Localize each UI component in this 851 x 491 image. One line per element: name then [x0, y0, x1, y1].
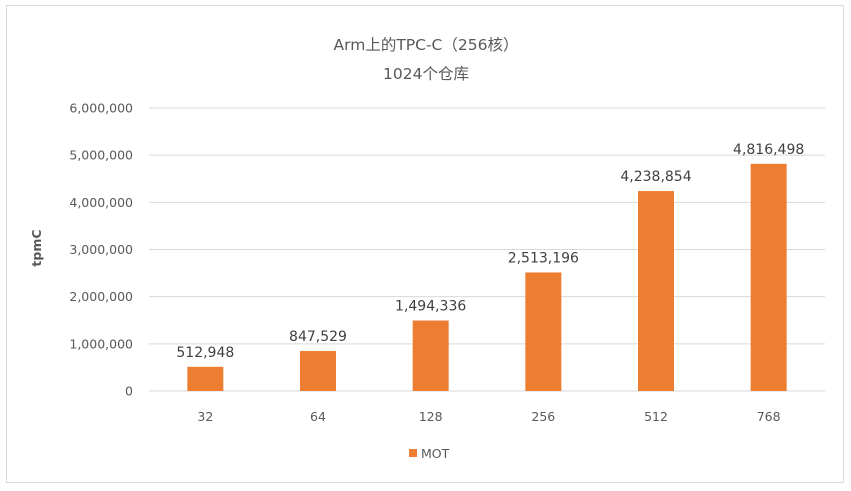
- bar-chart: 0 1,000,000 2,000,000 3,000,000 4,000,000 5,0…: [29, 36, 825, 461]
- data-label-32: 512,948: [176, 345, 234, 361]
- y-tick-label: 2,000,000: [69, 289, 133, 304]
- data-label-512: 4,238,854: [620, 169, 691, 185]
- data-label-128: 1,494,336: [395, 299, 466, 315]
- legend-swatch-mot: [409, 449, 417, 457]
- legend-label-mot: MOT: [421, 446, 450, 461]
- bar-32: [187, 366, 224, 391]
- legend: MOT: [409, 446, 450, 461]
- data-label-256: 2,513,196: [508, 250, 579, 266]
- x-tick-label-512: 512: [644, 409, 668, 424]
- gridlines: [149, 107, 825, 392]
- y-tick-label: 0: [125, 384, 133, 399]
- y-tick-label: 5,000,000: [69, 148, 133, 163]
- y-tick-label: 3,000,000: [69, 242, 133, 257]
- chart-frame: 0 1,000,000 2,000,000 3,000,000 4,000,000 5,0…: [6, 5, 844, 483]
- bar-768: [750, 163, 787, 391]
- bar-128: [412, 320, 449, 391]
- y-axis-ticks: 0 1,000,000 2,000,000 3,000,000 4,000,000 5,0…: [69, 101, 133, 399]
- bar-64: [300, 351, 336, 391]
- data-label-64: 847,529: [289, 329, 347, 345]
- x-tick-label-768: 768: [757, 409, 781, 424]
- x-tick-label-256: 256: [531, 409, 555, 424]
- bar-512: [638, 191, 674, 391]
- bar-256: [525, 272, 562, 391]
- y-axis-title: tpmC: [29, 229, 44, 266]
- bars: [187, 163, 787, 391]
- data-label-768: 4,816,498: [733, 142, 804, 158]
- chart-subtitle: 1024个仓库: [383, 65, 469, 83]
- y-tick-label: 4,000,000: [69, 195, 133, 210]
- chart-title: Arm上的TPC-C（256核）: [334, 36, 519, 54]
- y-tick-label: 6,000,000: [69, 101, 133, 116]
- y-tick-label: 1,000,000: [69, 336, 133, 351]
- x-tick-label-128: 128: [419, 409, 443, 424]
- x-tick-label-64: 64: [310, 409, 326, 424]
- x-axis-ticks: 32 64 128 256 512 768: [197, 409, 780, 424]
- data-labels: 512,948 847,529 1,494,336 2,513,196 4,238,85…: [176, 142, 804, 361]
- x-tick-label-32: 32: [197, 409, 213, 424]
